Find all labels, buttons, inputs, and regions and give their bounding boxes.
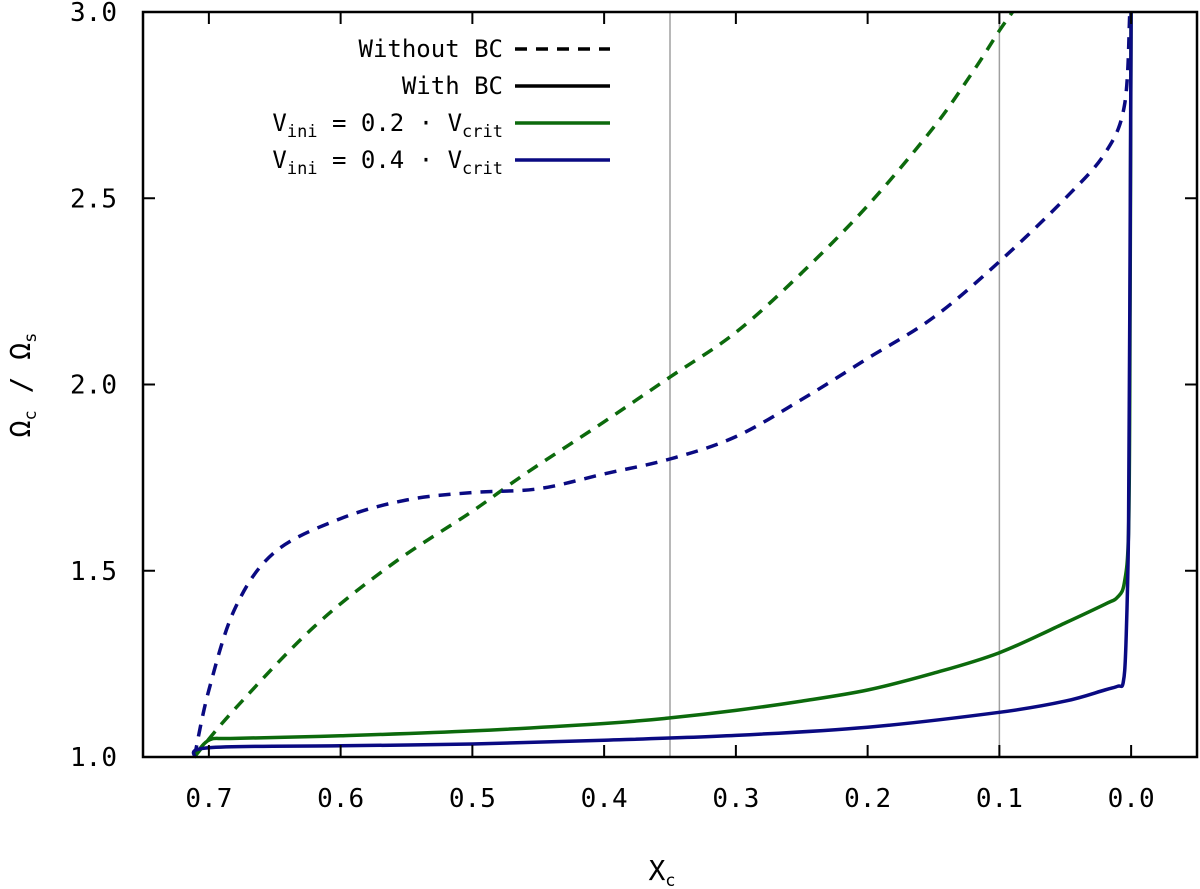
y-tick-label: 3.0 xyxy=(70,0,117,28)
grid-layer xyxy=(669,12,1001,757)
y-axis-label: Ωc / Ωs xyxy=(4,333,41,438)
x-axis-label: Xc xyxy=(648,854,675,889)
series-blue-with-bc xyxy=(191,11,1133,759)
x-tick-label: 0.6 xyxy=(317,784,364,814)
legend-label-vini-04: Vini = 0.4 · Vcrit xyxy=(272,146,503,179)
x-tick-label: 0.2 xyxy=(844,784,891,814)
legend-label-vini-02: Vini = 0.2 · Vcrit xyxy=(272,109,503,142)
y-tick-label: 1.0 xyxy=(70,743,117,773)
tick-layer: 0.7 0.6 0.5 0.4 0.3 0.2 0.1 0.0 1.0 1.5 2.0 2.5 3.0 xyxy=(70,0,1197,814)
series-blue-without-bc xyxy=(192,11,1132,758)
x-tick-label: 0.0 xyxy=(1108,784,1155,814)
y-tick-label: 1.5 xyxy=(70,557,117,587)
x-tick-label: 0.4 xyxy=(581,784,628,814)
series-layer xyxy=(191,11,1133,759)
x-tick-label: 0.1 xyxy=(976,784,1023,814)
x-tick-label: 0.5 xyxy=(449,784,496,814)
legend-layer: Without BC With BC Vini = 0.2 · Vcrit Vini … xyxy=(272,35,610,179)
y-tick-label: 2.0 xyxy=(70,371,117,401)
x-tick-label: 0.7 xyxy=(185,784,232,814)
legend-label-without-bc: Without BC xyxy=(359,35,504,63)
x-tick-label: 0.3 xyxy=(712,784,759,814)
y-tick-label: 2.5 xyxy=(70,184,117,214)
legend-label-with-bc: With BC xyxy=(402,72,503,100)
